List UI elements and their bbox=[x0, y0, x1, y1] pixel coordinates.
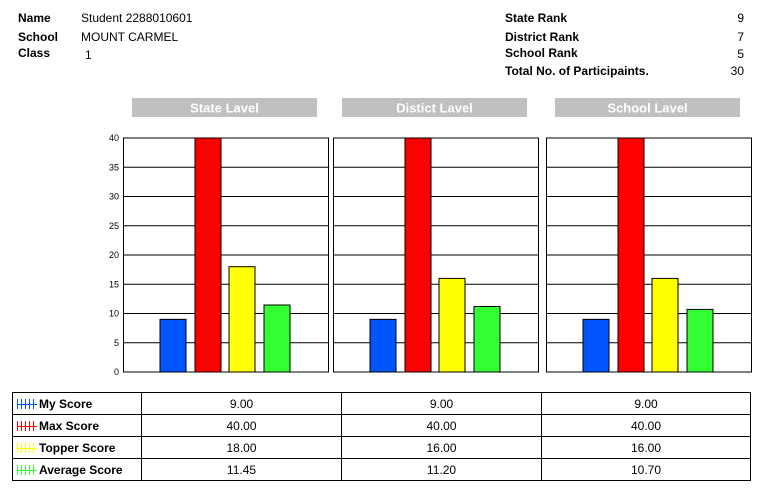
class-label: Class bbox=[18, 46, 51, 60]
table-cell: 9.00 bbox=[341, 392, 542, 415]
table-cell: 9.00 bbox=[141, 392, 342, 415]
average-score-swatch-icon bbox=[17, 465, 37, 476]
bar bbox=[263, 304, 291, 373]
row-label: My Score bbox=[39, 396, 93, 411]
name-value: Student 2288010601 bbox=[81, 11, 193, 25]
bar bbox=[686, 308, 714, 373]
panel-title: Distict Lavel bbox=[396, 101, 473, 116]
panel-header bbox=[342, 98, 527, 117]
panel-title: School Lavel bbox=[607, 101, 687, 116]
plot-frame bbox=[123, 137, 329, 373]
bar bbox=[369, 318, 397, 373]
bar bbox=[159, 318, 187, 373]
y-tick-label: 25 bbox=[109, 221, 119, 231]
table-cell: 40.00 bbox=[141, 414, 342, 437]
table-cell: 40.00 bbox=[341, 414, 542, 437]
score-table: My Score 9.00 9.00 9.00 Max Score 40.00 … bbox=[12, 392, 751, 481]
name-label: Name bbox=[18, 11, 51, 25]
table-row: Max Score 40.00 40.00 40.00 bbox=[12, 414, 751, 437]
table-row: My Score 9.00 9.00 9.00 bbox=[12, 392, 751, 415]
table-cell: 16.00 bbox=[541, 436, 751, 459]
table-cell: 11.45 bbox=[141, 458, 342, 481]
participants-label: Total No. of Participaints. bbox=[505, 64, 649, 78]
state-rank-value: 9 bbox=[737, 11, 744, 25]
bar bbox=[473, 305, 501, 373]
panel-header bbox=[132, 98, 317, 117]
legend-max-score: Max Score bbox=[12, 414, 142, 437]
bar bbox=[438, 277, 466, 373]
panel-header bbox=[555, 98, 740, 117]
bar bbox=[582, 318, 610, 373]
max-score-swatch-icon bbox=[17, 421, 37, 432]
y-tick-label: 30 bbox=[109, 192, 119, 202]
plot-frame bbox=[546, 137, 752, 373]
my-score-swatch-icon bbox=[17, 399, 37, 410]
district-rank-value: 7 bbox=[737, 30, 744, 44]
y-tick-label: 15 bbox=[109, 279, 119, 289]
score-charts: State Lavel Distict Lavel School Lavel 0 5 10… bbox=[109, 98, 752, 377]
table-row: Topper Score 18.00 16.00 16.00 bbox=[12, 436, 751, 459]
panel-title: State Lavel bbox=[190, 101, 259, 116]
school-rank-label: School Rank bbox=[505, 46, 578, 60]
table-cell: 9.00 bbox=[541, 392, 751, 415]
y-tick-label: 5 bbox=[114, 338, 119, 348]
row-label: Average Score bbox=[39, 462, 123, 477]
table-cell: 18.00 bbox=[141, 436, 342, 459]
bar bbox=[228, 266, 256, 373]
state-rank-label: State Rank bbox=[505, 11, 568, 25]
legend-average-score: Average Score bbox=[12, 458, 142, 481]
class-value: 1 bbox=[85, 48, 92, 62]
table-cell: 16.00 bbox=[341, 436, 542, 459]
y-tick-label: 40 bbox=[109, 133, 119, 143]
legend-topper-score: Topper Score bbox=[12, 436, 142, 459]
school-value: MOUNT CARMEL bbox=[81, 30, 179, 44]
school-rank-value: 5 bbox=[737, 47, 744, 61]
table-cell: 11.20 bbox=[341, 458, 542, 481]
district-rank-label: District Rank bbox=[505, 30, 580, 44]
legend-my-score: My Score bbox=[12, 392, 142, 415]
y-tick-label: 10 bbox=[109, 309, 119, 319]
row-label: Max Score bbox=[39, 418, 100, 433]
bar bbox=[651, 277, 679, 373]
bar bbox=[194, 137, 222, 373]
y-tick-label: 20 bbox=[109, 250, 119, 260]
table-row: Average Score 11.45 11.20 10.70 bbox=[12, 458, 751, 481]
row-label: Topper Score bbox=[39, 440, 116, 455]
topper-score-swatch-icon bbox=[17, 443, 37, 454]
table-cell: 40.00 bbox=[541, 414, 751, 437]
bar bbox=[404, 137, 432, 373]
plot-frame bbox=[333, 137, 539, 373]
school-label: School bbox=[18, 30, 59, 44]
bar bbox=[617, 137, 645, 373]
table-cell: 10.70 bbox=[541, 458, 751, 481]
y-tick-label: 35 bbox=[109, 162, 119, 172]
participants-value: 30 bbox=[730, 64, 744, 78]
y-tick-label: 0 bbox=[114, 367, 119, 377]
